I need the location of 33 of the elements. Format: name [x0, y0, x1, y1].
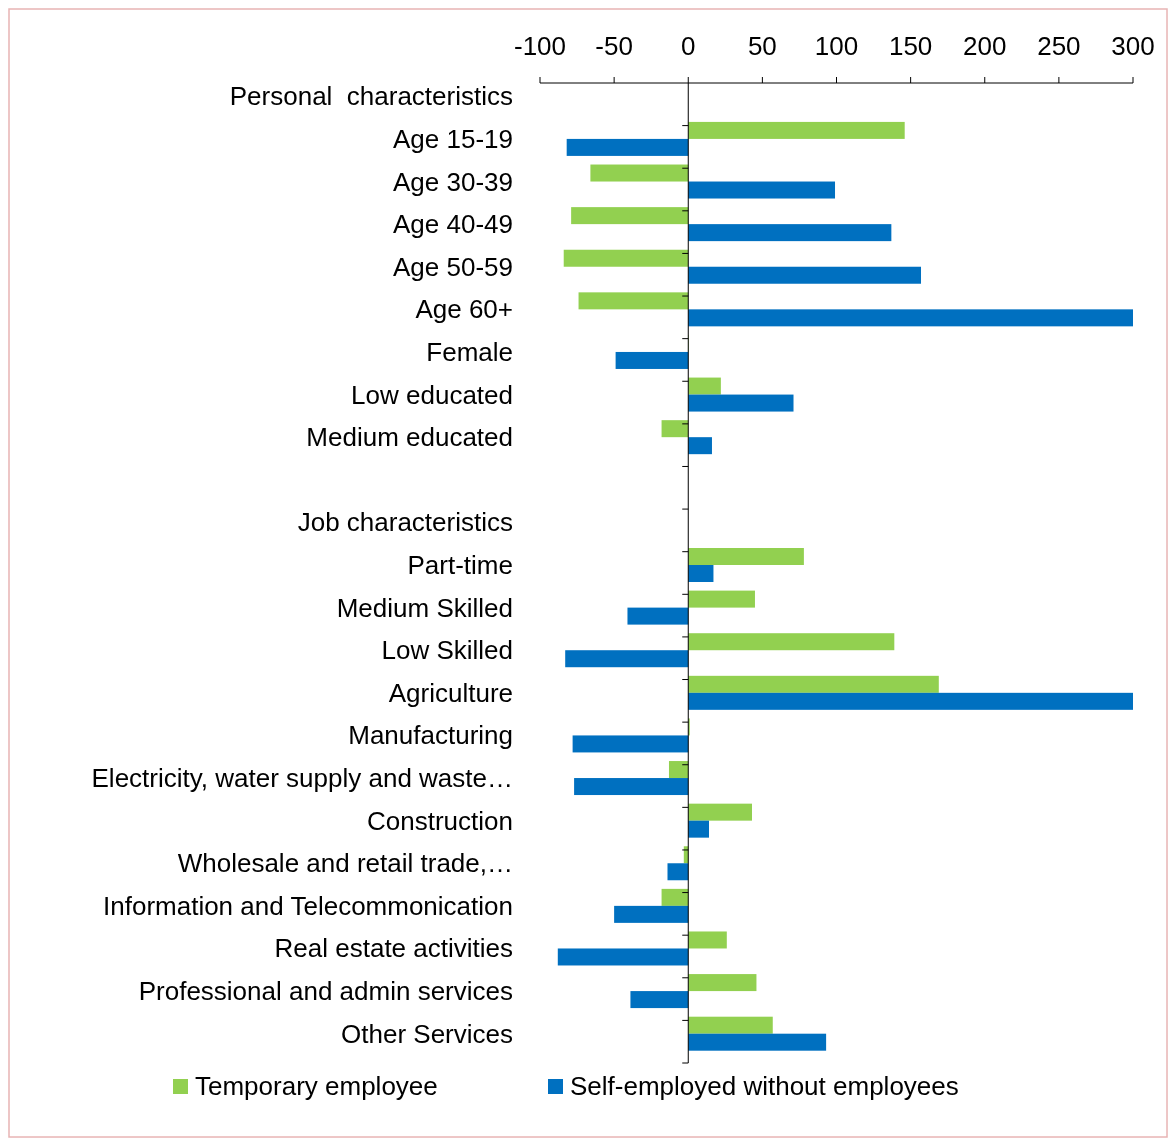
- y-tick-label: Age 50-59: [393, 251, 513, 282]
- x-tick-label: 100: [814, 31, 859, 61]
- x-tick-label: 50: [747, 31, 777, 61]
- x-tick-label: 0: [681, 31, 696, 61]
- y-tick-label: Age 60+: [415, 294, 513, 325]
- y-tick-label: Personal characteristics: [229, 81, 513, 112]
- y-tick-label: Electricity, water supply and waste…: [91, 763, 513, 794]
- x-tick-label: -100: [513, 31, 567, 61]
- y-tick-label: Age 30-39: [393, 166, 513, 197]
- x-tick-label: 250: [1037, 31, 1081, 61]
- y-tick-label: Agriculture: [388, 677, 513, 708]
- y-tick-label: Information and Telecommonication: [103, 890, 513, 921]
- y-tick-label: Medium Skilled: [336, 592, 513, 623]
- x-tick-label: 200: [963, 31, 1007, 61]
- y-tick-label: Medium educated: [306, 422, 513, 453]
- y-tick-label: Low educated: [351, 379, 513, 410]
- legend-label: Self-employed without employees: [570, 1071, 959, 1101]
- y-tick-label: Construction: [367, 805, 513, 836]
- y-tick-label: Wholesale and retail trade,…: [177, 848, 513, 879]
- y-tick-label: Age 40-49: [393, 209, 513, 240]
- y-tick-label: Professional and admin services: [138, 976, 513, 1007]
- y-tick-label: Real estate activities: [274, 933, 513, 964]
- x-tick-label: 150: [888, 31, 933, 61]
- y-tick-label: Manufacturing: [348, 720, 513, 751]
- y-tick-label: Low Skilled: [381, 635, 513, 666]
- y-tick-label: Age 15-19: [393, 123, 513, 154]
- y-tick-label: Part-time: [407, 550, 513, 580]
- y-tick-label: Female: [426, 336, 513, 367]
- x-tick-label: 300: [1111, 31, 1155, 61]
- x-tick-label: -50: [595, 31, 633, 61]
- legend-label: Temporary employee: [195, 1071, 438, 1101]
- y-tick-label: Other Services: [341, 1018, 513, 1049]
- y-tick-label: Job characteristics: [297, 507, 513, 538]
